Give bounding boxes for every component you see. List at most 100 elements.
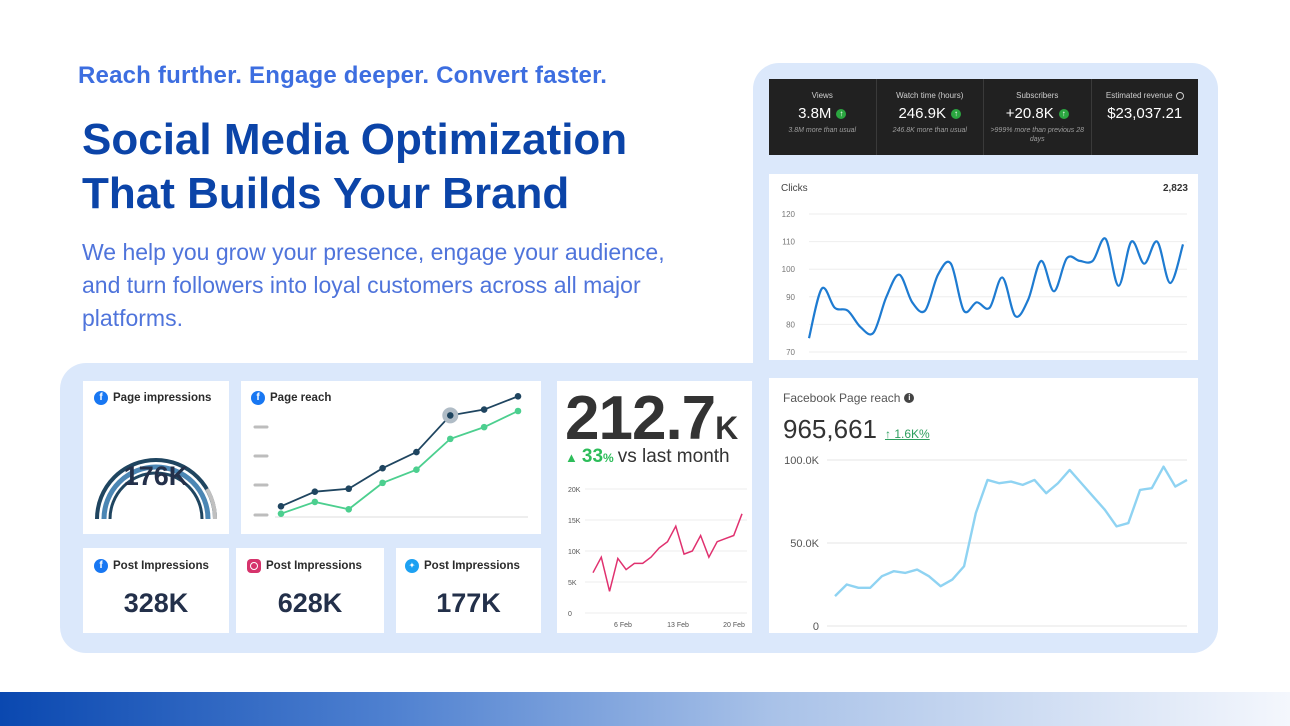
yt-metric-label: Watch time (hours)	[896, 91, 964, 100]
facebook-icon: f	[251, 391, 265, 405]
post-impressions-value: 328K	[123, 588, 189, 618]
reach-green-point	[311, 498, 319, 506]
clicks-total: 2,823	[1162, 183, 1188, 194]
yt-metric-subscribers[interactable]: Subscribers +20.8K ↑ >999% more than pre…	[984, 79, 1092, 155]
gauge-chart	[95, 458, 218, 520]
card-title: Page reach	[270, 392, 332, 404]
yt-metric-value: 3.8M	[798, 105, 832, 122]
reach-green-point	[413, 466, 420, 473]
trend-up-icon: ↑	[951, 108, 962, 119]
card-title: Post Impressions	[113, 560, 209, 572]
page-reach-title-row: f Page reach	[251, 391, 331, 405]
gauge-arc-inner	[108, 471, 204, 520]
reach-dark-point	[379, 464, 386, 472]
reach-series-green-line	[280, 410, 519, 515]
daily-trend-line	[592, 513, 743, 592]
yt-metric-sub: >999% more than previous 28 days	[990, 127, 1085, 143]
fb-reach-title: Facebook Page reach	[783, 391, 901, 405]
monthly-total-value-row: 212.7K	[565, 383, 738, 454]
info-icon[interactable]: i	[904, 393, 915, 403]
reach-dark-point	[413, 448, 420, 456]
yt-metric-sub: 246.8K more than usual	[892, 127, 967, 134]
headline-line-1: Social Media Optimization	[82, 115, 628, 164]
trend-up-icon: ↑	[1058, 108, 1069, 119]
clicks-card: Clicks 2,823 120 110 100 90 80 70	[769, 174, 1198, 360]
yt-metric-sub: 3.8M more than usual	[788, 127, 857, 134]
card-title: Post Impressions	[424, 560, 520, 572]
yt-metric-revenue[interactable]: Estimated revenue $23,037.21	[1092, 79, 1199, 155]
y-tick-label: 110	[782, 238, 795, 247]
page-impressions-card: f Page impressions 176K	[83, 381, 229, 534]
fb-reach-value: 965,661	[783, 414, 877, 444]
footer-gradient-bar	[0, 692, 1290, 726]
y-tick-label: 50.0K	[790, 538, 819, 550]
daily-trend-card: 20K 15K 10K 5K 0 6 Feb 13 Feb 20 Feb	[557, 476, 752, 633]
post-impressions-title-row: f Post Impressions	[94, 559, 209, 573]
yt-metric-value: 246.9K	[898, 105, 947, 122]
twitter-icon: ✦	[405, 559, 419, 573]
page-reach-chart	[253, 393, 528, 518]
facebook-page-reach-card: Facebook Page reach i 965,661 ↑ 1.6K% 10…	[769, 378, 1198, 633]
yt-metric-watch-time[interactable]: Watch time (hours) 246.9K ↑ 246.8K more …	[877, 79, 984, 155]
post-impressions-value: 177K	[436, 588, 501, 618]
reach-dark-point	[446, 412, 454, 419]
y-tick-label: 5K	[568, 580, 577, 587]
post-impressions-title-row: ✦ Post Impressions	[405, 559, 520, 573]
gauge-arc-light	[205, 487, 218, 520]
reach-green-point	[345, 505, 353, 513]
post-impressions-value: 628K	[277, 588, 343, 618]
yt-metric-views[interactable]: Views 3.8M ↑ 3.8M more than usual	[769, 79, 877, 155]
daily-trend-chart: 20K 15K 10K 5K 0 6 Feb 13 Feb 20 Feb	[568, 487, 747, 629]
monthly-total-card: 212.7K ▲ 33% vs last month	[557, 381, 752, 476]
yt-metric-value-row: 3.8M ↑	[775, 105, 870, 122]
card-title: Page impressions	[113, 392, 212, 404]
yt-metric-label: Views	[811, 91, 833, 100]
fb-reach-chart: 100.0K 50.0K 0	[784, 455, 1188, 633]
y-tick-label: 120	[782, 210, 796, 219]
clock-icon	[1175, 91, 1184, 100]
instagram-icon	[247, 559, 261, 573]
yt-metric-value-row: 246.9K ↑	[883, 105, 978, 122]
yt-metric-value-row: +20.8K ↑	[990, 105, 1085, 122]
y-tick-label: 15K	[568, 518, 581, 525]
yt-metric-value: +20.8K	[1005, 105, 1054, 122]
y-tick-label: 0	[568, 611, 572, 618]
fb-reach-delta[interactable]: ↑ 1.6K%	[884, 427, 930, 441]
yt-metric-value-row: $23,037.21	[1098, 105, 1193, 122]
monthly-delta-text: vs last month	[617, 446, 730, 467]
y-tick-label: 10K	[568, 549, 581, 556]
y-tick-label: 0	[813, 621, 819, 633]
youtube-metrics-strip: Views 3.8M ↑ 3.8M more than usual Watch …	[769, 79, 1198, 155]
trend-up-icon: ↑	[836, 108, 847, 119]
post-impressions-card-twitter: ✦ Post Impressions 177K	[396, 548, 541, 633]
clicks-chart: 120 110 100 90 80 70	[782, 210, 1187, 357]
headline-line-2: That Builds Your Brand	[82, 169, 570, 218]
yt-metric-label: Estimated revenue	[1105, 91, 1173, 100]
reach-green-point	[514, 407, 522, 415]
reach-dark-point	[480, 406, 488, 413]
x-tick-label: 20 Feb	[723, 622, 745, 629]
x-tick-label: 6 Feb	[614, 622, 632, 629]
yt-metric-label-row: Estimated revenue	[1098, 91, 1193, 100]
page-title: Social Media Optimization That Builds Yo…	[82, 113, 627, 221]
reach-series-dark-line	[280, 395, 519, 508]
reach-green-point	[379, 479, 386, 487]
y-tick-label: 20K	[568, 487, 581, 494]
y-tick-label: 100.0K	[784, 455, 820, 467]
card-title: Post Impressions	[266, 560, 362, 572]
monthly-total-value: 212.7	[565, 384, 716, 453]
y-tick-label: 80	[786, 320, 795, 329]
page-impressions-title-row: f Page impressions	[94, 391, 211, 405]
monthly-total-unit: K	[715, 410, 738, 446]
yt-metric-label: Subscribers	[1016, 91, 1059, 100]
page-reach-card: f Page reach	[241, 381, 541, 534]
y-tick-label: 100	[782, 265, 796, 274]
gauge-arc-mid	[101, 464, 211, 520]
reach-green-point	[446, 435, 454, 443]
hero-description: We help you grow your presence, engage y…	[82, 239, 665, 331]
post-impressions-card-instagram: Post Impressions 628K	[236, 548, 384, 633]
monthly-delta-pct-group: 33%	[582, 446, 614, 468]
facebook-icon: f	[94, 559, 108, 573]
facebook-icon: f	[94, 391, 108, 405]
reach-green-point	[480, 423, 488, 431]
